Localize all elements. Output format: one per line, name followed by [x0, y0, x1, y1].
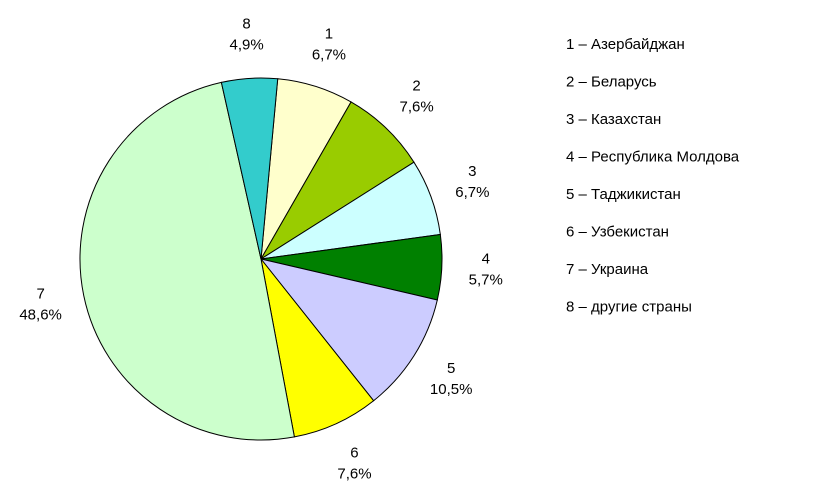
slice-value-label: 6,7%	[312, 46, 346, 63]
slice-value-label: 10,5%	[430, 381, 473, 398]
slice-category: 7	[36, 285, 44, 302]
pie-slice	[259, 258, 438, 402]
slice-category: 6	[350, 445, 358, 462]
legend-entry: 7 – Украина	[566, 261, 649, 278]
slice-value-label: 7,6%	[337, 466, 371, 483]
slice-category: 8	[242, 15, 250, 32]
legend-entry: 5 – Таджикистан	[566, 186, 681, 203]
legend-entry: 4 – Республика Молдова	[566, 148, 740, 165]
slice-value-label: 5,7%	[469, 271, 503, 288]
legend-entry: 6 – Узбекистан	[566, 223, 669, 240]
slice-category: 3	[468, 163, 476, 180]
legend-entry: 1 – Азербайджан	[566, 36, 685, 53]
pie-slice	[79, 81, 295, 441]
slice-value-label: 4,9%	[229, 36, 263, 53]
legend-entry: 8 – другие страны	[566, 298, 692, 315]
slice-value-label: 48,6%	[19, 306, 62, 323]
slice-category: 2	[412, 77, 420, 94]
slice-category: 5	[447, 360, 455, 377]
legend-entry: 3 – Казахстан	[566, 111, 661, 128]
pie-slice	[220, 77, 279, 260]
slice-category: 1	[325, 25, 333, 42]
legend-entry: 2 – Беларусь	[566, 73, 657, 90]
slice-value-label: 6,7%	[455, 184, 489, 201]
slice-category: 4	[482, 250, 490, 267]
slice-value-label: 7,6%	[399, 98, 433, 115]
